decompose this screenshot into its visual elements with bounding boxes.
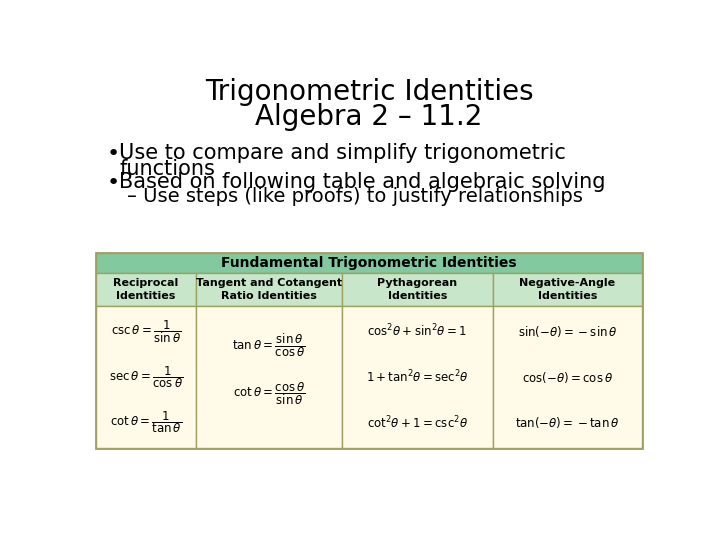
Text: Algebra 2 – 11.2: Algebra 2 – 11.2 <box>256 103 482 131</box>
Text: $\tan(-\theta) = -\tan\theta$: $\tan(-\theta) = -\tan\theta$ <box>515 415 619 430</box>
Text: functions: functions <box>120 159 215 179</box>
Text: Reciprocal
Identities: Reciprocal Identities <box>114 279 179 301</box>
Text: Fundamental Trigonometric Identities: Fundamental Trigonometric Identities <box>221 256 517 271</box>
Text: $\cot^2\!\theta + 1 = \csc^2\!\theta$: $\cot^2\!\theta + 1 = \csc^2\!\theta$ <box>366 414 468 431</box>
Text: •: • <box>107 144 120 164</box>
Bar <box>96 253 642 273</box>
Text: $\cos^2\!\theta + \sin^2\!\theta = 1$: $\cos^2\!\theta + \sin^2\!\theta = 1$ <box>367 323 467 340</box>
Bar <box>493 273 642 306</box>
Text: $\mathrm{cot}\,\theta = \dfrac{\mathrm{cos}\,\theta}{\mathrm{sin}\,\theta}$: $\mathrm{cot}\,\theta = \dfrac{\mathrm{c… <box>233 381 305 408</box>
Bar <box>493 306 642 448</box>
Text: •: • <box>107 173 120 193</box>
Text: Based on following table and algebraic solving: Based on following table and algebraic s… <box>120 172 606 192</box>
Text: $\mathrm{tan}\,\theta = \dfrac{\mathrm{sin}\,\theta}{\mathrm{cos}\,\theta}$: $\mathrm{tan}\,\theta = \dfrac{\mathrm{s… <box>232 332 306 359</box>
Bar <box>196 306 342 448</box>
Bar <box>342 273 493 306</box>
Bar <box>96 253 642 448</box>
Bar <box>196 273 342 306</box>
Text: – Use steps (like proofs) to justify relationships: – Use steps (like proofs) to justify rel… <box>127 187 583 206</box>
Text: $\mathrm{sec}\,\theta = \dfrac{1}{\mathrm{cos}\,\theta}$: $\mathrm{sec}\,\theta = \dfrac{1}{\mathr… <box>109 364 183 390</box>
Text: Trigonometric Identities: Trigonometric Identities <box>204 78 534 106</box>
Text: $\sin(-\theta) = -\sin\theta$: $\sin(-\theta) = -\sin\theta$ <box>518 324 617 339</box>
Text: $\mathrm{cot}\,\theta = \dfrac{1}{\mathrm{tan}\,\theta}$: $\mathrm{cot}\,\theta = \dfrac{1}{\mathr… <box>110 410 182 435</box>
Bar <box>342 306 493 448</box>
Bar <box>96 273 196 306</box>
Bar <box>96 306 196 448</box>
Text: Tangent and Cotangent
Ratio Identities: Tangent and Cotangent Ratio Identities <box>196 279 342 301</box>
Text: $\cos(-\theta) = \cos\theta$: $\cos(-\theta) = \cos\theta$ <box>522 369 613 384</box>
Text: Negative-Angle
Identities: Negative-Angle Identities <box>519 279 616 301</box>
Text: Pythagorean
Identities: Pythagorean Identities <box>377 279 457 301</box>
Text: $\mathrm{csc}\,\theta = \dfrac{1}{\mathrm{sin}\,\theta}$: $\mathrm{csc}\,\theta = \dfrac{1}{\mathr… <box>111 318 181 345</box>
Text: $1 + \tan^2\!\theta = \sec^2\!\theta$: $1 + \tan^2\!\theta = \sec^2\!\theta$ <box>366 369 469 386</box>
Text: Use to compare and simplify trigonometric: Use to compare and simplify trigonometri… <box>120 143 567 163</box>
